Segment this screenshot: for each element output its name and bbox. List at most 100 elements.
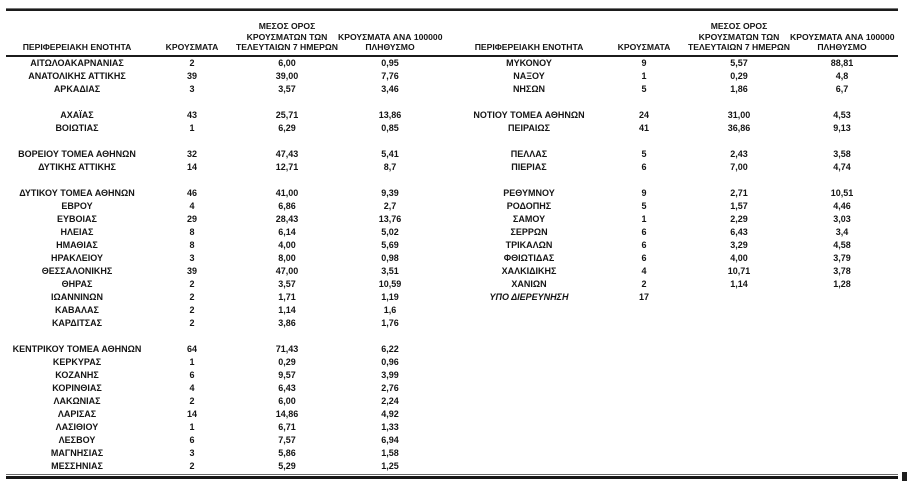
region-cell: ΚΕΡΚΥΡΑΣ xyxy=(52,357,102,367)
row-group-left xyxy=(6,330,442,343)
avg7-cell xyxy=(236,174,338,187)
avg7-cell: 2,71 xyxy=(730,188,748,198)
per100k-cell xyxy=(790,447,894,460)
region-cell: ΙΩΑΝΝΙΝΩΝ xyxy=(51,292,103,302)
avg7-cell: 6,29 xyxy=(278,123,296,133)
row-group-left: ΕΥΒΟΙΑΣ 29 28,43 13,76 xyxy=(6,213,442,226)
row-group-left: ΒΟΙΩΤΙΑΣ 1 6,29 0,85 xyxy=(6,122,442,135)
avg7-cell xyxy=(688,434,790,447)
row-group-gap xyxy=(442,330,458,343)
per100k-cell xyxy=(790,395,894,408)
table-row: ΚΟΖΑΝΗΣ 6 9,57 3,99 xyxy=(6,369,898,382)
region-cell xyxy=(458,304,600,317)
avg7-cell xyxy=(688,291,790,304)
avg7-cell: 1,14 xyxy=(730,279,748,289)
table-row: ΘΗΡΑΣ 2 3,57 10,59 ΧΑΝΙΩΝ 2 1,14 1,28 xyxy=(6,278,898,291)
cases-cell: 3 xyxy=(189,84,195,94)
row-group-left: ΚΑΒΑΛΑΣ 2 1,14 1,6 xyxy=(6,304,442,317)
per100k-cell xyxy=(790,330,894,343)
cases-cell xyxy=(600,356,688,369)
region-cell: ΝΑΞΟΥ xyxy=(513,71,545,81)
row-group-left: ΑΝΑΤΟΛΙΚΗΣ ΑΤΤΙΚΗΣ 39 39,00 7,76 xyxy=(6,70,442,83)
region-cell: ΗΡΑΚΛΕΙΟΥ xyxy=(50,253,104,263)
row-group-gap xyxy=(442,304,458,317)
cases-cell: 5 xyxy=(641,149,647,159)
cases-cell: 1 xyxy=(189,123,195,133)
per100k-cell: 8,7 xyxy=(383,162,397,172)
avg7-cell: 3,57 xyxy=(278,279,296,289)
cases-cell xyxy=(600,304,688,317)
row-group-right: ΠΙΕΡΙΑΣ 6 7,00 4,74 xyxy=(458,161,894,174)
row-group-right: ΝΗΣΩΝ 5 1,86 6,7 xyxy=(458,83,894,96)
header-per100k: ΚΡΟΥΣΜΑΤΑ ΑΝΑ 100000 ΠΛΗΘΥΣΜΟ xyxy=(338,31,443,55)
row-group-gap xyxy=(442,356,458,369)
header-per100k-line2: ΠΛΗΘΥΣΜΟ xyxy=(365,42,415,53)
cases-cell: 39 xyxy=(186,266,197,276)
region-cell xyxy=(458,343,600,356)
region-cell: ΚΑΒΑΛΑΣ xyxy=(55,305,99,315)
region-cell: ΑΙΤΩΛΟΑΚΑΡΝΑΝΙΑΣ xyxy=(30,58,124,68)
avg7-cell xyxy=(688,369,790,382)
row-group-gap xyxy=(442,200,458,213)
row-group-right: ΣΕΡΡΩΝ 6 6,43 3,4 xyxy=(458,226,894,239)
cases-cell xyxy=(600,447,688,460)
per100k-cell: 3,78 xyxy=(833,266,851,276)
avg7-cell: 6,43 xyxy=(730,227,748,237)
row-group-left: ΚΑΡΔΙΤΣΑΣ 2 3,86 1,76 xyxy=(6,317,442,330)
header-per100k: ΚΡΟΥΣΜΑΤΑ ΑΝΑ 100000 ΠΛΗΘΥΣΜΟ xyxy=(790,31,895,55)
per100k-cell: 4,74 xyxy=(833,162,851,172)
row-group-left: ΒΟΡΕΙΟΥ ΤΟΜΕΑ ΑΘΗΝΩΝ 32 47,43 5,41 xyxy=(6,148,442,161)
avg7-cell xyxy=(688,395,790,408)
region-cell xyxy=(458,395,600,408)
region-cell xyxy=(6,330,148,343)
row-group-left: ΛΑΣΙΘΙΟΥ 1 6,71 1,33 xyxy=(6,421,442,434)
table-row: ΚΕΝΤΡΙΚΟΥ ΤΟΜΕΑ ΑΘΗΝΩΝ 64 71,43 6,22 xyxy=(6,343,898,356)
per100k-cell: 1,19 xyxy=(381,292,399,302)
row-group-gap xyxy=(442,213,458,226)
avg7-cell: 3,29 xyxy=(730,240,748,250)
cases-cell: 6 xyxy=(641,227,647,237)
cases-cell: 41 xyxy=(638,123,649,133)
cases-cell: 6 xyxy=(641,162,647,172)
row-group-right: ΡΟΔΟΠΗΣ 5 1,57 4,46 xyxy=(458,200,894,213)
row-group-gap xyxy=(442,187,458,200)
row-group-gap xyxy=(442,96,458,109)
table-row: ΚΕΡΚΥΡΑΣ 1 0,29 0,96 xyxy=(6,356,898,369)
row-group-right xyxy=(458,369,894,382)
cases-cell: 17 xyxy=(638,292,649,302)
region-cell xyxy=(458,421,600,434)
table-row: ΜΕΣΣΗΝΙΑΣ 2 5,29 1,25 xyxy=(6,460,898,473)
avg7-cell xyxy=(688,447,790,460)
per100k-cell xyxy=(790,460,894,473)
per100k-cell: 2,24 xyxy=(381,396,399,406)
avg7-cell: 71,43 xyxy=(275,344,299,354)
row-group-right: ΧΑΛΚΙΔΙΚΗΣ 4 10,71 3,78 xyxy=(458,265,894,278)
avg7-cell xyxy=(688,330,790,343)
row-group-right xyxy=(458,447,894,460)
table-row xyxy=(6,135,898,148)
per100k-cell: 10,51 xyxy=(830,188,854,198)
cases-cell xyxy=(600,330,688,343)
per100k-cell xyxy=(790,304,894,317)
row-group-left: ΔΥΤΙΚΟΥ ΤΟΜΕΑ ΑΘΗΝΩΝ 46 41,00 9,39 xyxy=(6,187,442,200)
per100k-cell: 6,22 xyxy=(381,344,399,354)
region-cell: ΔΥΤΙΚΟΥ ΤΟΜΕΑ ΑΘΗΝΩΝ xyxy=(19,188,135,198)
per100k-cell: 10,59 xyxy=(378,279,402,289)
region-cell: ΕΒΡΟΥ xyxy=(61,201,93,211)
table-row: ΚΑΒΑΛΑΣ 2 1,14 1,6 xyxy=(6,304,898,317)
table-row: ΙΩΑΝΝΙΝΩΝ 2 1,71 1,19 ΥΠΟ ΔΙΕΡΕΥΝΗΣΗ 17 xyxy=(6,291,898,304)
region-cell: ΝΗΣΩΝ xyxy=(512,84,546,94)
row-group-gap xyxy=(442,57,458,70)
region-cell: ΗΛΕΙΑΣ xyxy=(60,227,94,237)
row-group-right xyxy=(458,395,894,408)
avg7-cell xyxy=(688,356,790,369)
row-group-left: ΚΕΡΚΥΡΑΣ 1 0,29 0,96 xyxy=(6,356,442,369)
header-per100k-line1: ΚΡΟΥΣΜΑΤΑ ΑΝΑ 100000 xyxy=(790,31,895,42)
header-avg7-line2: ΚΡΟΥΣΜΑΤΩΝ ΤΩΝ xyxy=(246,31,328,42)
header-per100k-line1: ΚΡΟΥΣΜΑΤΑ ΑΝΑ 100000 xyxy=(338,31,443,42)
header-avg7-line1: ΜΕΣΟΣ ΟΡΟΣ xyxy=(258,21,316,32)
row-group-right xyxy=(458,343,894,356)
table-row: ΘΕΣΣΑΛΟΝΙΚΗΣ 39 47,00 3,51 ΧΑΛΚΙΔΙΚΗΣ 4 … xyxy=(6,265,898,278)
row-group-gap xyxy=(442,135,458,148)
row-group-right xyxy=(458,317,894,330)
